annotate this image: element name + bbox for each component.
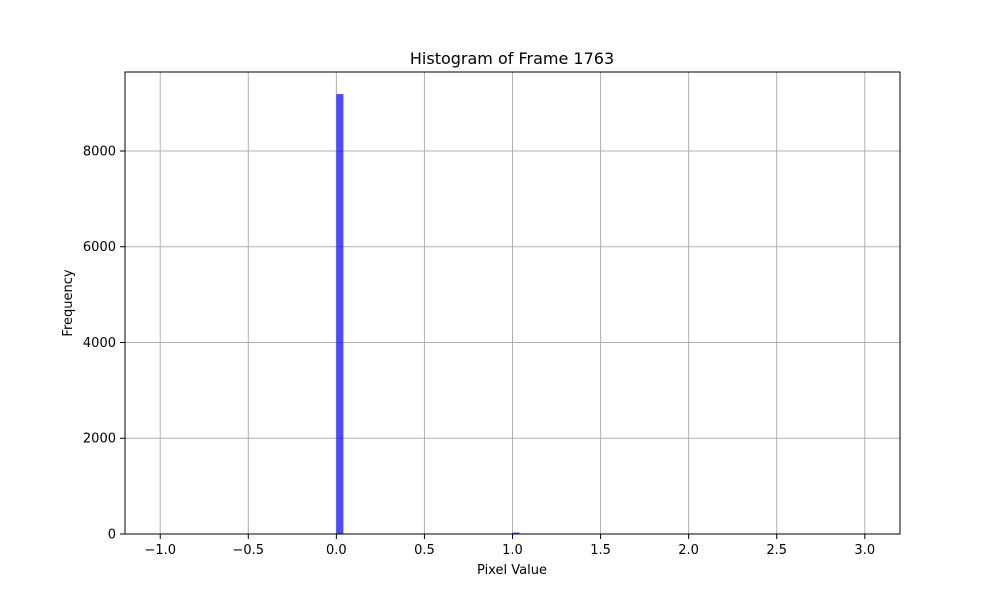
x-tick-label: −1.0	[144, 543, 176, 558]
y-tick-label: 8000	[83, 144, 116, 159]
y-tick-label: 4000	[83, 336, 116, 351]
x-tick-label: 1.5	[590, 543, 611, 558]
histogram-bar	[336, 94, 344, 534]
y-axis-label: Frequency	[61, 269, 76, 336]
histogram-bar	[512, 532, 520, 534]
x-tick-label: 2.0	[678, 543, 699, 558]
x-tick-label: 3.0	[854, 543, 875, 558]
chart-title: Histogram of Frame 1763	[410, 49, 614, 68]
x-tick-label: 2.5	[766, 543, 787, 558]
x-tick-label: 0.0	[326, 543, 347, 558]
grid-layer	[125, 72, 900, 535]
y-tick-label: 2000	[83, 432, 116, 447]
x-tick-label: 0.5	[414, 543, 435, 558]
x-tick-label: −0.5	[233, 543, 265, 558]
x-tick-label: 1.0	[502, 543, 523, 558]
x-axis-label: Pixel Value	[477, 563, 547, 578]
y-axis-ticks: 0 2000 4000 6000 8000	[83, 144, 125, 543]
x-axis-ticks: −1.0 −0.5 0.0 0.5 1.0 1.5 2.0 2.5 3.0	[144, 534, 875, 558]
y-tick-label: 0	[108, 528, 116, 543]
y-tick-label: 6000	[83, 240, 116, 255]
